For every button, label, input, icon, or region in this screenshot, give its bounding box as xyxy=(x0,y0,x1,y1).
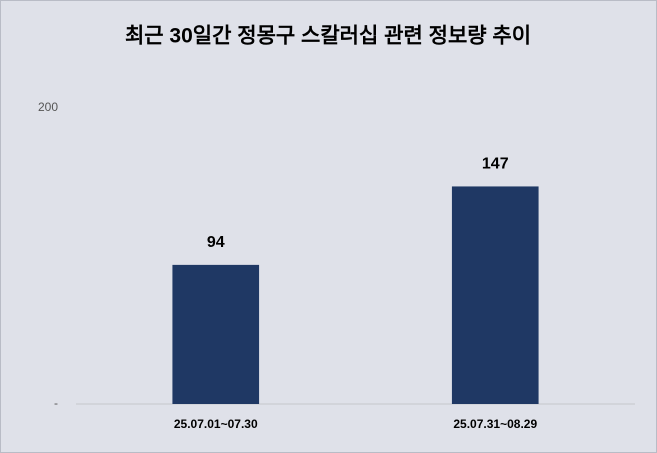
bar xyxy=(451,186,539,404)
y-tick-label: - xyxy=(54,396,58,410)
bar xyxy=(172,264,260,404)
x-tick-label: 25.07.01~07.30 xyxy=(174,417,258,431)
chart-title: 최근 30일간 정몽구 스칼러십 관련 정보량 추이 xyxy=(125,25,531,48)
x-tick-label: 25.07.31~08.29 xyxy=(453,417,537,431)
value-label: 94 xyxy=(207,234,225,251)
y-tick-label: 200 xyxy=(38,100,58,114)
value-label: 147 xyxy=(482,156,509,173)
